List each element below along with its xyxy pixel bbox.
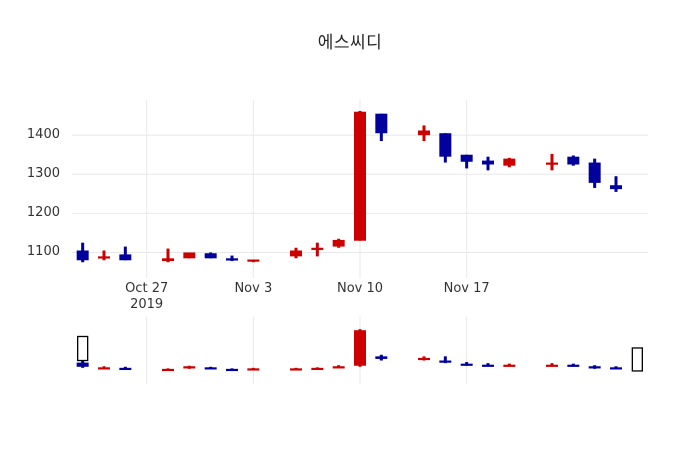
y-axis-tick: 1300 bbox=[26, 166, 60, 182]
volume-bar-body bbox=[76, 362, 89, 367]
price-candle-body bbox=[610, 185, 622, 190]
price-candle-wick bbox=[614, 176, 618, 192]
volume-range-marker bbox=[631, 347, 643, 372]
price-candle-body bbox=[567, 156, 580, 165]
volume-bar-body bbox=[482, 364, 494, 367]
y-axis-tick: 1200 bbox=[26, 205, 60, 221]
price-candle-body bbox=[98, 256, 110, 259]
volume-bar-body bbox=[588, 366, 601, 369]
price-candle-body bbox=[482, 160, 494, 165]
price-candle-body bbox=[76, 250, 89, 261]
volume-bar-body bbox=[290, 368, 302, 371]
price-candle-body bbox=[354, 111, 366, 241]
price-candle-body bbox=[204, 253, 217, 259]
x-axis-tick-line: Nov 3 bbox=[234, 281, 273, 296]
y-axis-tick: 1400 bbox=[26, 127, 60, 143]
price-candle-body bbox=[162, 258, 174, 262]
volume-bar-wick bbox=[443, 356, 447, 364]
volume-bar-body bbox=[460, 363, 473, 366]
volume-range-marker bbox=[77, 335, 89, 362]
volume-bar-body bbox=[418, 357, 430, 361]
price-candle-body bbox=[311, 247, 324, 250]
volume-bar-body bbox=[610, 367, 622, 370]
volume-bar-body bbox=[226, 368, 238, 372]
price-candle-wick bbox=[550, 153, 554, 171]
x-axis-tick-line: Oct 27 bbox=[125, 281, 169, 296]
volume-bar-body bbox=[204, 367, 217, 370]
price-candle-body bbox=[247, 259, 260, 262]
y-axis-tick: 1100 bbox=[26, 244, 60, 260]
volume-bar-body bbox=[98, 367, 110, 370]
price-candle-body bbox=[439, 133, 452, 157]
price-candle-body bbox=[418, 130, 430, 136]
price-candle-body bbox=[183, 252, 196, 259]
volume-bar-body bbox=[439, 360, 452, 363]
volume-bar-body bbox=[311, 367, 324, 371]
price-candle-body bbox=[375, 113, 388, 134]
volume-bar-body bbox=[332, 366, 345, 369]
volume-bar-body bbox=[354, 330, 366, 366]
x-axis-tick-line: Nov 10 bbox=[336, 281, 384, 296]
chart-title: 에스씨디 bbox=[317, 33, 383, 53]
x-axis-tick: Nov 17 bbox=[407, 281, 527, 297]
price-candle-body bbox=[119, 254, 132, 261]
price-candle-body bbox=[546, 162, 558, 165]
x-axis-tick: Oct 27 2019 bbox=[87, 281, 207, 313]
volume-bar-body bbox=[119, 367, 132, 371]
price-candle-body bbox=[290, 250, 302, 257]
volume-bar-body bbox=[546, 364, 558, 367]
x-axis-tick-line: 2019 bbox=[130, 297, 164, 312]
price-candle-wick bbox=[102, 250, 106, 261]
x-axis-tick-line: Nov 17 bbox=[443, 281, 490, 296]
volume-bar-body bbox=[503, 364, 516, 367]
volume-bar-body bbox=[375, 356, 388, 359]
price-candle-body bbox=[503, 158, 516, 166]
volume-bar-body bbox=[162, 368, 174, 372]
x-axis-tick: Nov 10 bbox=[300, 281, 420, 297]
volume-bar-body bbox=[567, 364, 580, 367]
price-candle-body bbox=[588, 162, 601, 183]
volume-bar-body bbox=[247, 368, 260, 371]
x-axis-tick: Nov 3 bbox=[193, 281, 313, 297]
price-candle-wick bbox=[166, 248, 170, 263]
price-candle-wick bbox=[123, 246, 127, 261]
price-candle-body bbox=[460, 154, 473, 162]
price-candle-body bbox=[226, 258, 238, 261]
price-candle-body bbox=[332, 239, 345, 247]
volume-bar-body bbox=[183, 366, 196, 369]
